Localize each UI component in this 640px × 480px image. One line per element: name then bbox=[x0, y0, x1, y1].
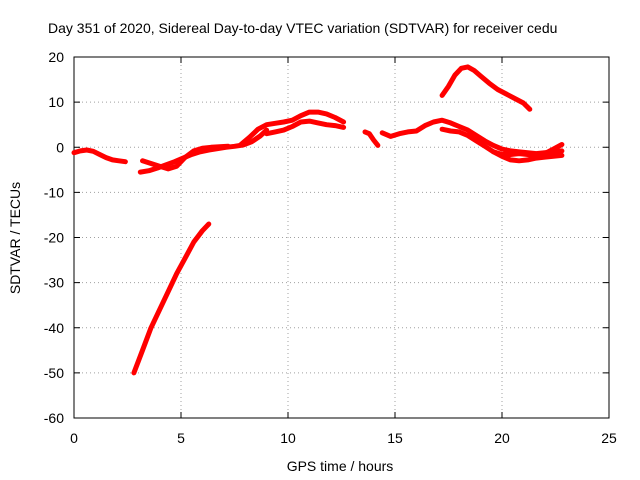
y-tick-label: 0 bbox=[56, 139, 64, 155]
data-series bbox=[71, 64, 565, 376]
x-tick-label: 15 bbox=[387, 430, 403, 446]
y-tick-label: -40 bbox=[44, 320, 64, 336]
y-tick-label: -20 bbox=[44, 230, 64, 246]
y-tick-label: -10 bbox=[44, 184, 64, 200]
grid bbox=[74, 57, 609, 418]
series-arc6 bbox=[131, 221, 212, 376]
x-axis-label: GPS time / hours bbox=[287, 458, 394, 474]
x-tick-label: 0 bbox=[70, 430, 78, 446]
x-tick-label: 25 bbox=[601, 430, 617, 446]
y-tick-label: 10 bbox=[48, 94, 64, 110]
chart-title: Day 351 of 2020, Sidereal Day-to-day VTE… bbox=[48, 20, 557, 36]
y-tick-label: -50 bbox=[44, 365, 64, 381]
series-arc4 bbox=[238, 109, 347, 147]
x-tick-label: 10 bbox=[280, 430, 296, 446]
series-arc10 bbox=[490, 142, 565, 159]
series-arc7 bbox=[362, 129, 381, 148]
y-axis-label: SDTVAR / TECUs bbox=[7, 182, 23, 294]
y-tick-label: 20 bbox=[48, 49, 64, 65]
x-tick-label: 5 bbox=[177, 430, 185, 446]
axis-ticks: 0 5 10 15 20 25 -60 -50 -40 -30 -20 -10 0 10 20 bbox=[44, 49, 617, 446]
series-arc11 bbox=[439, 64, 533, 112]
series-arc3 bbox=[140, 143, 231, 172]
x-tick-label: 20 bbox=[494, 430, 510, 446]
series-arc5 bbox=[264, 118, 347, 137]
y-tick-label: -30 bbox=[44, 275, 64, 291]
y-tick-label: -60 bbox=[44, 410, 64, 426]
series-arc1 bbox=[71, 147, 128, 165]
